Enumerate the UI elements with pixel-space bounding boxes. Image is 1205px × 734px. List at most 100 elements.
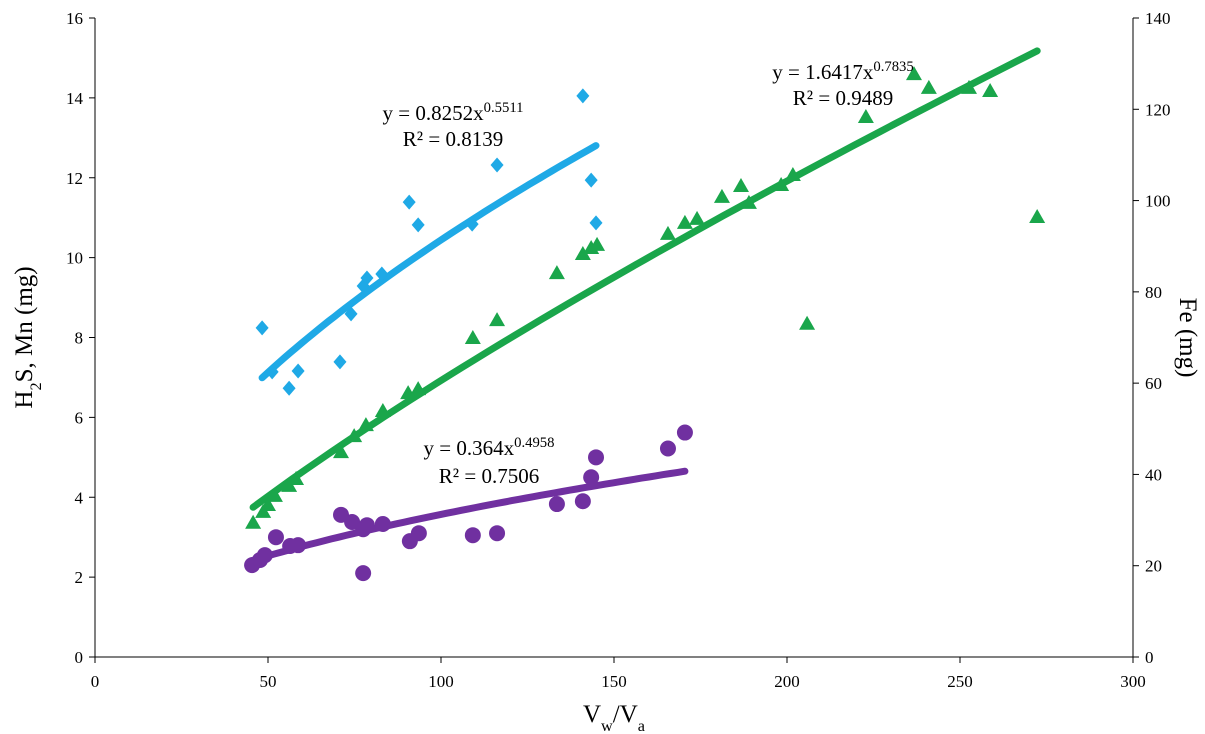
r-squared-part: R² = <box>793 86 836 110</box>
point <box>490 157 504 173</box>
point <box>357 417 374 432</box>
equation-part: 1.6417 <box>805 60 863 84</box>
point <box>411 217 425 233</box>
point <box>920 79 937 94</box>
point <box>464 329 481 344</box>
label-part: w <box>601 717 613 734</box>
y-tick-label: 14 <box>66 89 84 108</box>
point <box>713 188 730 203</box>
y2-tick-label: 120 <box>1145 100 1171 119</box>
equation-part: y = <box>772 60 805 84</box>
trend-equation: y = 0.364x0.4958 <box>424 435 555 460</box>
point <box>266 487 283 502</box>
point <box>333 354 347 370</box>
point <box>548 265 565 280</box>
point <box>574 493 591 510</box>
y-axis-label: H2S, Mn (mg) <box>11 266 45 408</box>
point <box>344 306 358 322</box>
x-tick-label: 100 <box>428 672 454 691</box>
trend-equation: y = 0.8252x0.5511 <box>383 100 524 125</box>
x-tick-label: 150 <box>601 672 627 691</box>
point <box>282 380 296 396</box>
point <box>374 516 391 533</box>
y-tick-label: 16 <box>66 9 83 28</box>
point <box>548 496 565 513</box>
x-axis-label: Vw/Va <box>583 701 645 734</box>
x-tick-label: 250 <box>947 672 973 691</box>
x-tick-label: 200 <box>774 672 800 691</box>
equation-part: y = <box>424 436 457 460</box>
point <box>960 79 977 94</box>
point <box>291 363 305 379</box>
point <box>358 517 375 534</box>
equation-part: x <box>863 60 874 84</box>
point <box>676 424 693 441</box>
point <box>265 364 279 380</box>
y-tick-label: 6 <box>75 408 84 427</box>
label-part: S, Mn (mg) <box>11 266 38 382</box>
point <box>400 385 417 400</box>
point <box>374 402 391 417</box>
r-squared-part: 0.8139 <box>445 127 503 151</box>
y2-tick-label: 80 <box>1145 283 1162 302</box>
point <box>360 270 374 286</box>
equation-part: 0.8252 <box>415 101 473 125</box>
point <box>740 194 757 209</box>
point <box>260 497 276 512</box>
y2-axis-label: Fe (mg) <box>1174 298 1201 378</box>
point <box>676 214 693 229</box>
point <box>333 444 350 459</box>
point <box>689 210 706 225</box>
point <box>905 66 922 81</box>
y2-tick-label: 0 <box>1145 648 1154 667</box>
point <box>732 177 749 192</box>
point <box>245 514 262 529</box>
trend-equation: y = 1.6417x0.7835 <box>772 59 913 84</box>
point <box>773 177 790 192</box>
point <box>784 167 801 182</box>
point <box>584 172 598 188</box>
label-part: 2 <box>27 382 45 390</box>
trendline <box>249 47 1041 511</box>
point <box>256 547 273 564</box>
equation-part: x <box>473 101 484 125</box>
point <box>375 266 389 282</box>
point <box>346 428 363 443</box>
point <box>588 449 605 466</box>
trend-r-squared: R² = 0.9489 <box>793 86 893 110</box>
equation-part: 0.4958 <box>514 435 554 451</box>
y2-tick-label: 20 <box>1145 557 1162 576</box>
trend-r-squared: R² = 0.8139 <box>403 127 503 151</box>
point <box>288 470 305 485</box>
y-tick-label: 4 <box>75 488 84 507</box>
equation-part: x <box>504 436 515 460</box>
r-squared-part: 0.7506 <box>481 464 539 488</box>
y-tick-label: 12 <box>66 169 83 188</box>
label-part: V <box>583 701 601 728</box>
trend-r-squared: R² = 0.7506 <box>439 464 539 488</box>
point <box>465 216 479 232</box>
point <box>267 529 284 546</box>
point <box>410 525 427 542</box>
y-tick-label: 2 <box>75 568 84 587</box>
r-squared-part: 0.9489 <box>835 86 893 110</box>
point <box>799 315 816 330</box>
point <box>464 527 481 544</box>
point <box>489 312 506 327</box>
y2-tick-label: 40 <box>1145 465 1162 484</box>
point <box>583 469 600 486</box>
r-squared-part: R² = <box>403 127 446 151</box>
point <box>982 83 999 98</box>
point <box>659 225 676 240</box>
y2-tick-label: 60 <box>1145 374 1162 393</box>
point <box>857 109 874 124</box>
equation-part: 0.364 <box>456 436 504 460</box>
r-squared-part: R² = <box>439 464 482 488</box>
x-tick-label: 50 <box>260 672 277 691</box>
y2-tick-label: 140 <box>1145 9 1171 28</box>
trendline <box>248 467 689 565</box>
label-part: a <box>638 717 645 734</box>
y-tick-label: 0 <box>75 648 84 667</box>
point <box>576 88 590 104</box>
